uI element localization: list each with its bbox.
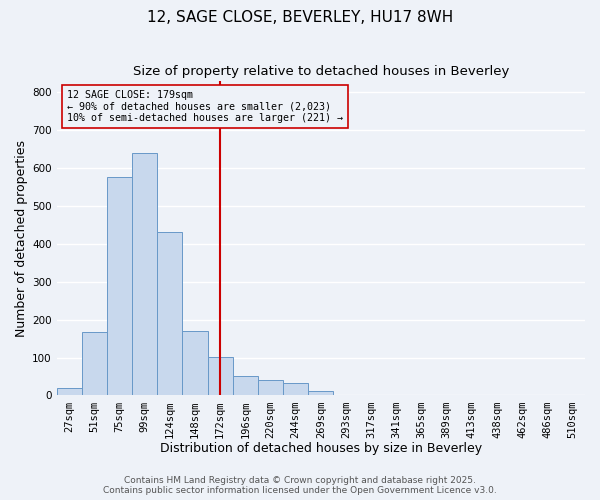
Y-axis label: Number of detached properties: Number of detached properties [15, 140, 28, 336]
Bar [82, 332, 107, 396]
Text: Contains HM Land Registry data © Crown copyright and database right 2025.
Contai: Contains HM Land Registry data © Crown c… [103, 476, 497, 495]
X-axis label: Distribution of detached houses by size in Beverley: Distribution of detached houses by size … [160, 442, 482, 455]
Bar [560, 394, 585, 396]
Bar [283, 383, 308, 396]
Title: Size of property relative to detached houses in Beverley: Size of property relative to detached ho… [133, 65, 509, 78]
Bar [157, 232, 182, 396]
Text: 12 SAGE CLOSE: 179sqm
← 90% of detached houses are smaller (2,023)
10% of semi-d: 12 SAGE CLOSE: 179sqm ← 90% of detached … [67, 90, 343, 123]
Text: 12, SAGE CLOSE, BEVERLEY, HU17 8WH: 12, SAGE CLOSE, BEVERLEY, HU17 8WH [147, 10, 453, 25]
Bar [258, 380, 283, 396]
Bar [182, 331, 208, 396]
Bar [56, 388, 82, 396]
Bar [233, 376, 258, 396]
Bar [208, 357, 233, 396]
Bar [308, 391, 334, 396]
Bar [132, 152, 157, 396]
Bar [107, 176, 132, 396]
